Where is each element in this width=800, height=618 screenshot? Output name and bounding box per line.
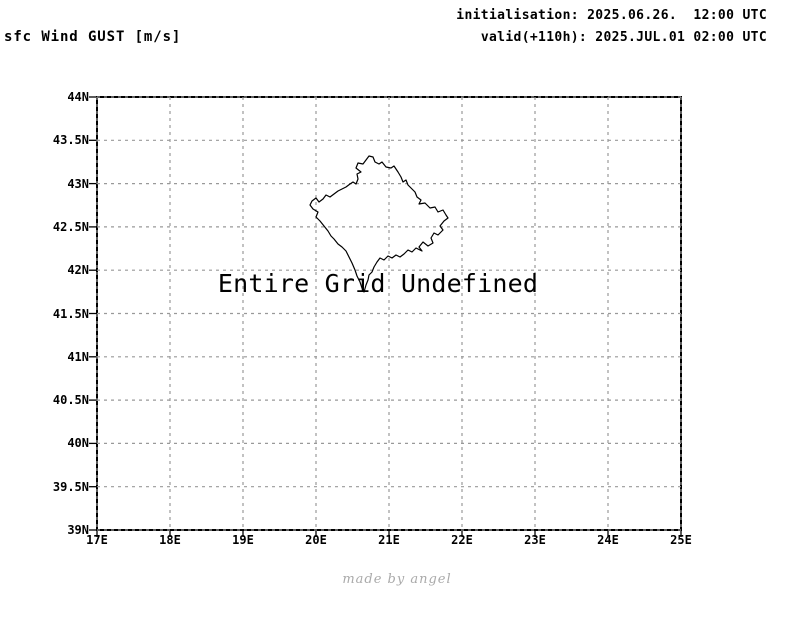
x-axis-tick-label: 18E [159, 533, 181, 547]
y-axis-tick-label: 39.5N [52, 479, 89, 494]
x-axis-tick-label: 21E [378, 533, 400, 547]
valid-time-label: valid(+110h): 2025.JUL.01 02:00 UTC [480, 30, 767, 45]
x-axis-tick-label: 22E [451, 533, 473, 547]
init-time-label: initialisation: 2025.06.26. 12:00 UTC [456, 8, 767, 23]
credit-label: made by angel [342, 572, 452, 587]
y-axis-tick-label: 40.5N [52, 393, 89, 408]
x-axis-tick-label: 23E [524, 533, 546, 547]
y-axis-tick-label: 42N [67, 263, 89, 278]
x-axis-tick-label: 25E [670, 533, 692, 547]
plot-title: sfc Wind GUST [m/s] [4, 29, 182, 45]
gridlines [96, 96, 682, 531]
axis-ticks [89, 96, 682, 537]
x-axis-tick-label: 20E [305, 533, 327, 547]
x-axis-tick-label: 24E [597, 533, 619, 547]
y-axis-tick-label: 42.5N [52, 219, 89, 234]
y-axis-tick-label: 41.5N [52, 306, 89, 321]
y-axis-tick-label: 44N [67, 90, 89, 104]
y-axis-tick-label: 41N [67, 349, 89, 364]
y-axis-tick-label: 43N [67, 176, 89, 191]
x-axis-tick-label: 19E [232, 533, 254, 547]
y-axis-tick-label: 43.5N [52, 133, 89, 148]
y-axis-tick-label: 40N [67, 436, 89, 451]
y-axis-tick-label: 39N [67, 523, 89, 537]
x-axis-tick-label: 17E [86, 533, 108, 547]
kosovo-border-outline [309, 155, 449, 293]
grid-undefined-message: Entire Grid Undefined [217, 269, 539, 298]
